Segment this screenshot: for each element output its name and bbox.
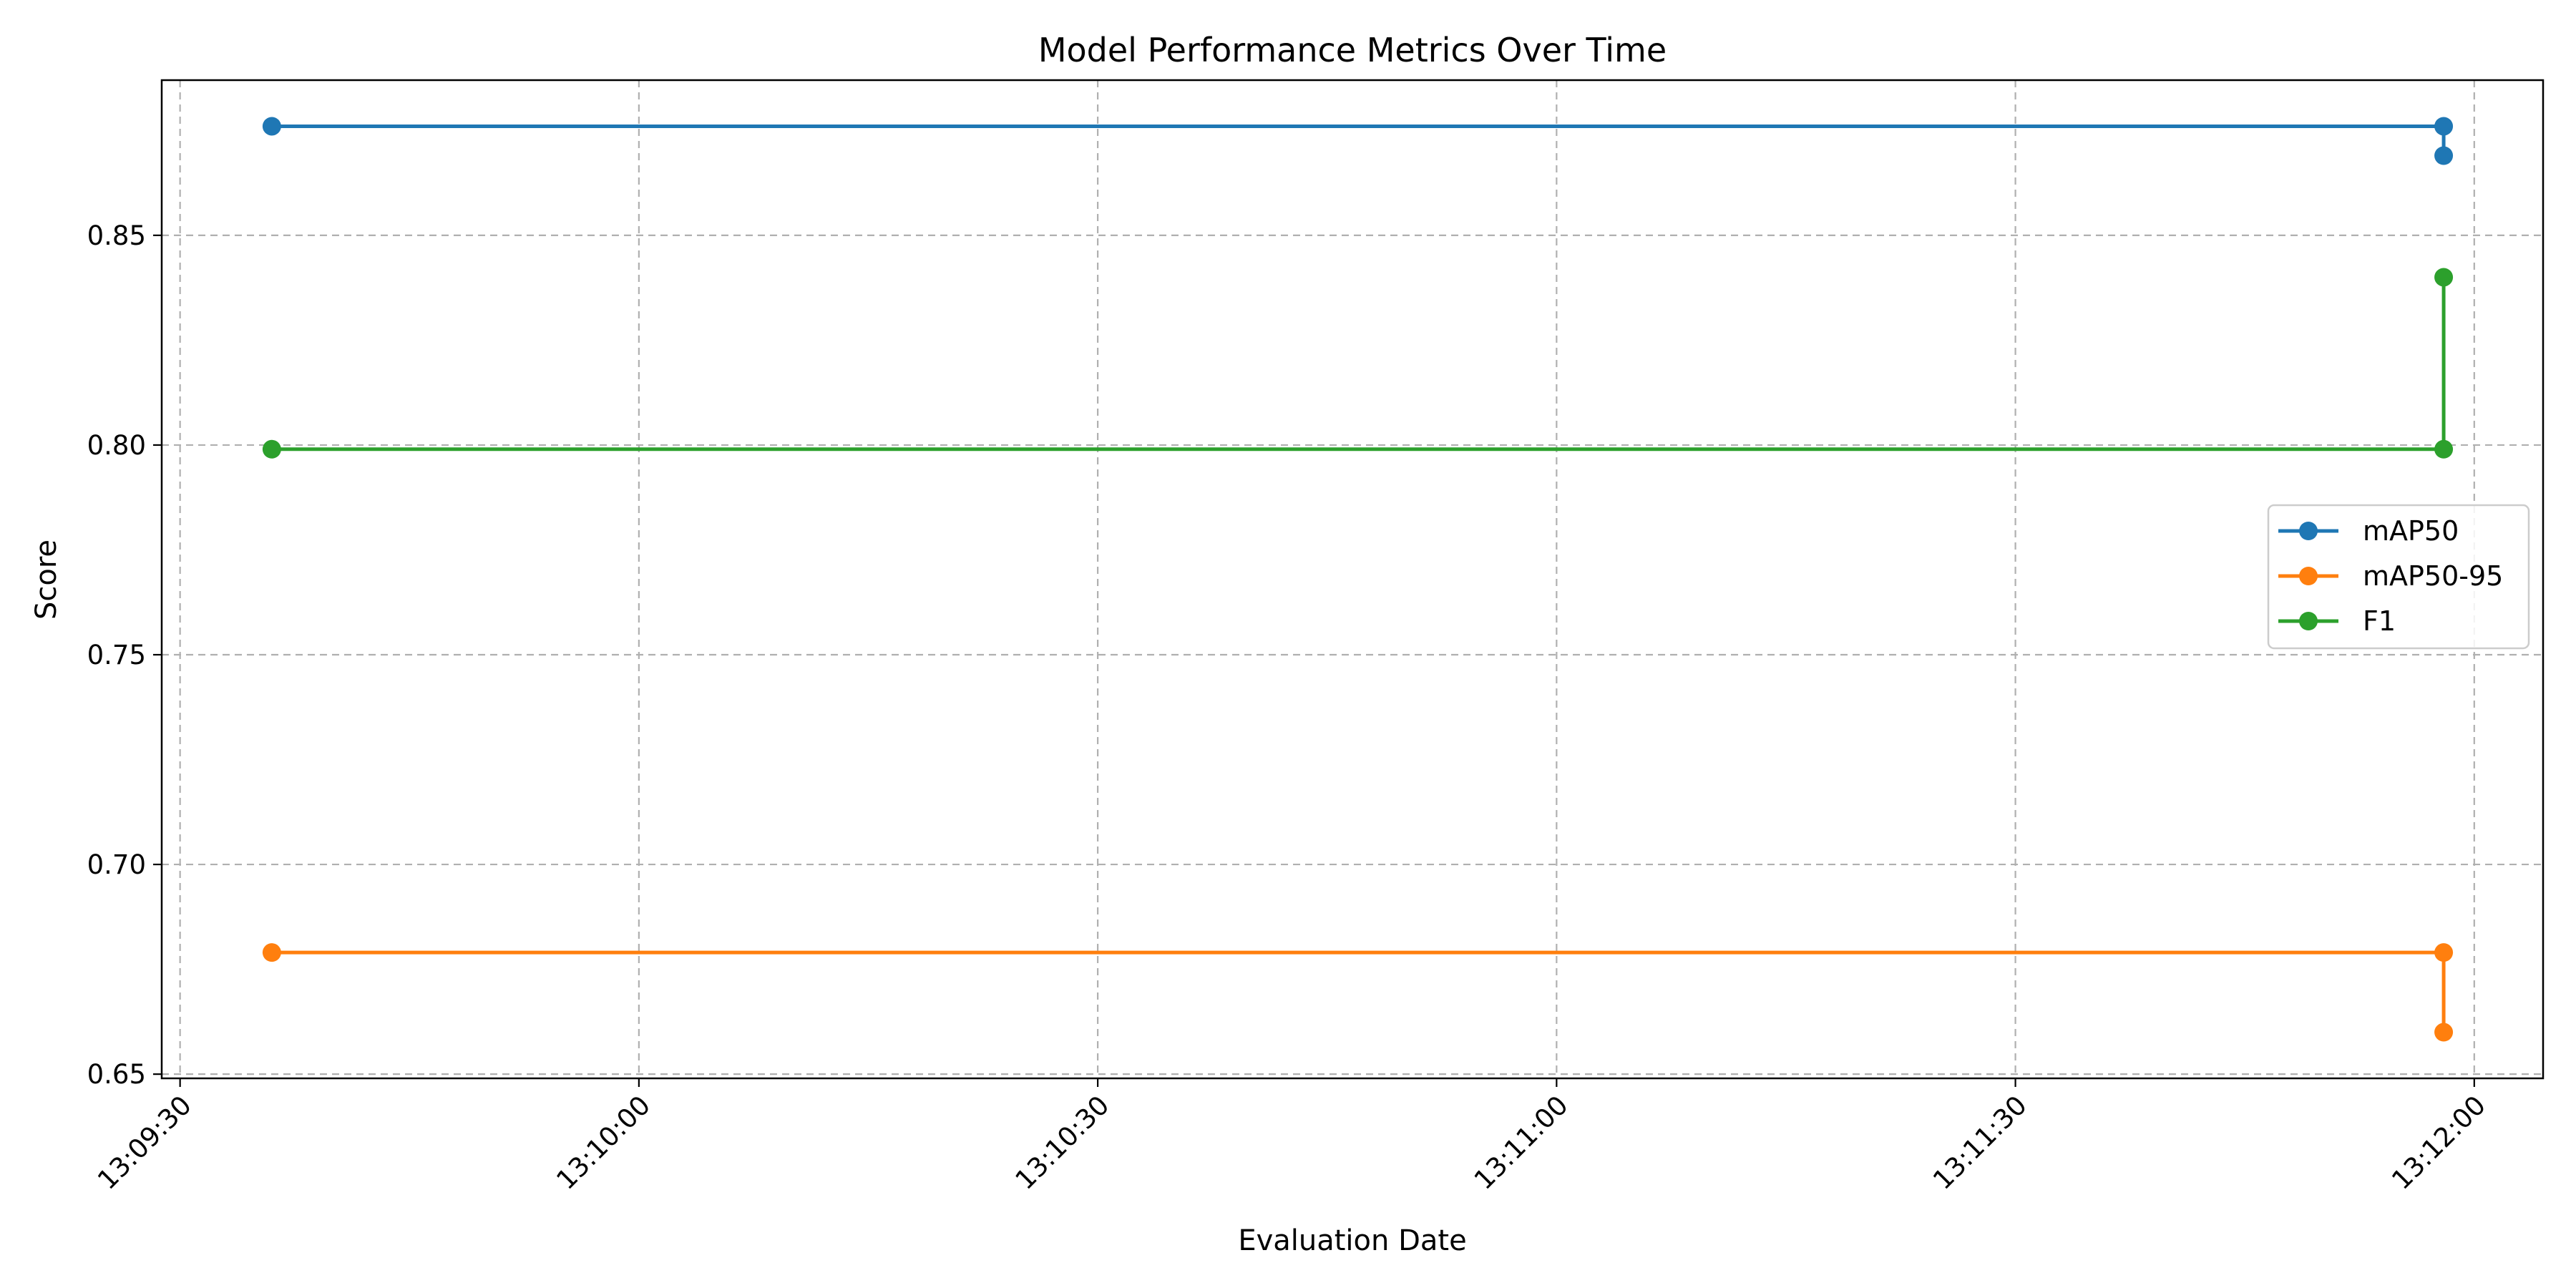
y-axis-label: Score xyxy=(30,540,63,620)
legend-label: mAP50-95 xyxy=(2363,560,2503,592)
legend-item: mAP50-95 xyxy=(2278,560,2503,592)
series-line xyxy=(270,950,2446,1035)
legend-marker xyxy=(2299,567,2318,585)
legend-label: F1 xyxy=(2363,605,2396,637)
series-layer xyxy=(262,117,2454,1042)
data-point xyxy=(2434,943,2454,962)
plot-frame xyxy=(160,79,2545,1080)
y-tick-label: 0.70 xyxy=(87,849,146,880)
y-tick-label: 0.65 xyxy=(87,1059,146,1090)
x-tick-label: 13:12:00 xyxy=(2386,1090,2492,1196)
series-map50-95 xyxy=(262,943,2454,1042)
data-point xyxy=(262,943,281,962)
legend: mAP50 mAP50-95 F1 xyxy=(2267,504,2530,650)
x-axis: 13:09:30 13:10:00 13:10:30 13:11:00 13:11:30… xyxy=(92,1078,2492,1196)
x-tick-label: 13:10:00 xyxy=(550,1090,656,1196)
data-point xyxy=(2434,268,2454,287)
gridlines xyxy=(162,80,2543,1078)
legend-marker xyxy=(2299,522,2318,540)
data-point xyxy=(2434,1023,2454,1042)
data-point xyxy=(2434,439,2454,459)
x-tick-label: 13:11:30 xyxy=(1927,1090,2033,1196)
data-point xyxy=(2434,117,2454,136)
chart-title: Model Performance Metrics Over Time xyxy=(1038,31,1667,69)
series-map50 xyxy=(262,117,2454,165)
y-tick-label: 0.80 xyxy=(87,430,146,461)
legend-item: F1 xyxy=(2278,605,2396,637)
x-tick-label: 13:11:00 xyxy=(1468,1090,1574,1196)
legend-box xyxy=(2267,504,2530,650)
series-f1 xyxy=(262,268,2454,459)
data-point xyxy=(2434,146,2454,165)
legend-item: mAP50 xyxy=(2278,515,2459,547)
legend-label: mAP50 xyxy=(2363,515,2459,547)
series-line xyxy=(270,275,2446,452)
legend-marker xyxy=(2299,612,2318,630)
y-tick-label: 0.85 xyxy=(87,220,146,251)
y-axis: 0.65 0.70 0.75 0.80 0.85 xyxy=(87,220,162,1090)
data-point xyxy=(262,439,281,459)
y-tick-label: 0.75 xyxy=(87,640,146,670)
series-line xyxy=(270,124,2446,158)
data-point xyxy=(262,117,281,136)
x-tick-label: 13:09:30 xyxy=(92,1090,197,1196)
x-tick-label: 13:10:30 xyxy=(1010,1090,1116,1196)
x-axis-label: Evaluation Date xyxy=(1238,1224,1466,1257)
